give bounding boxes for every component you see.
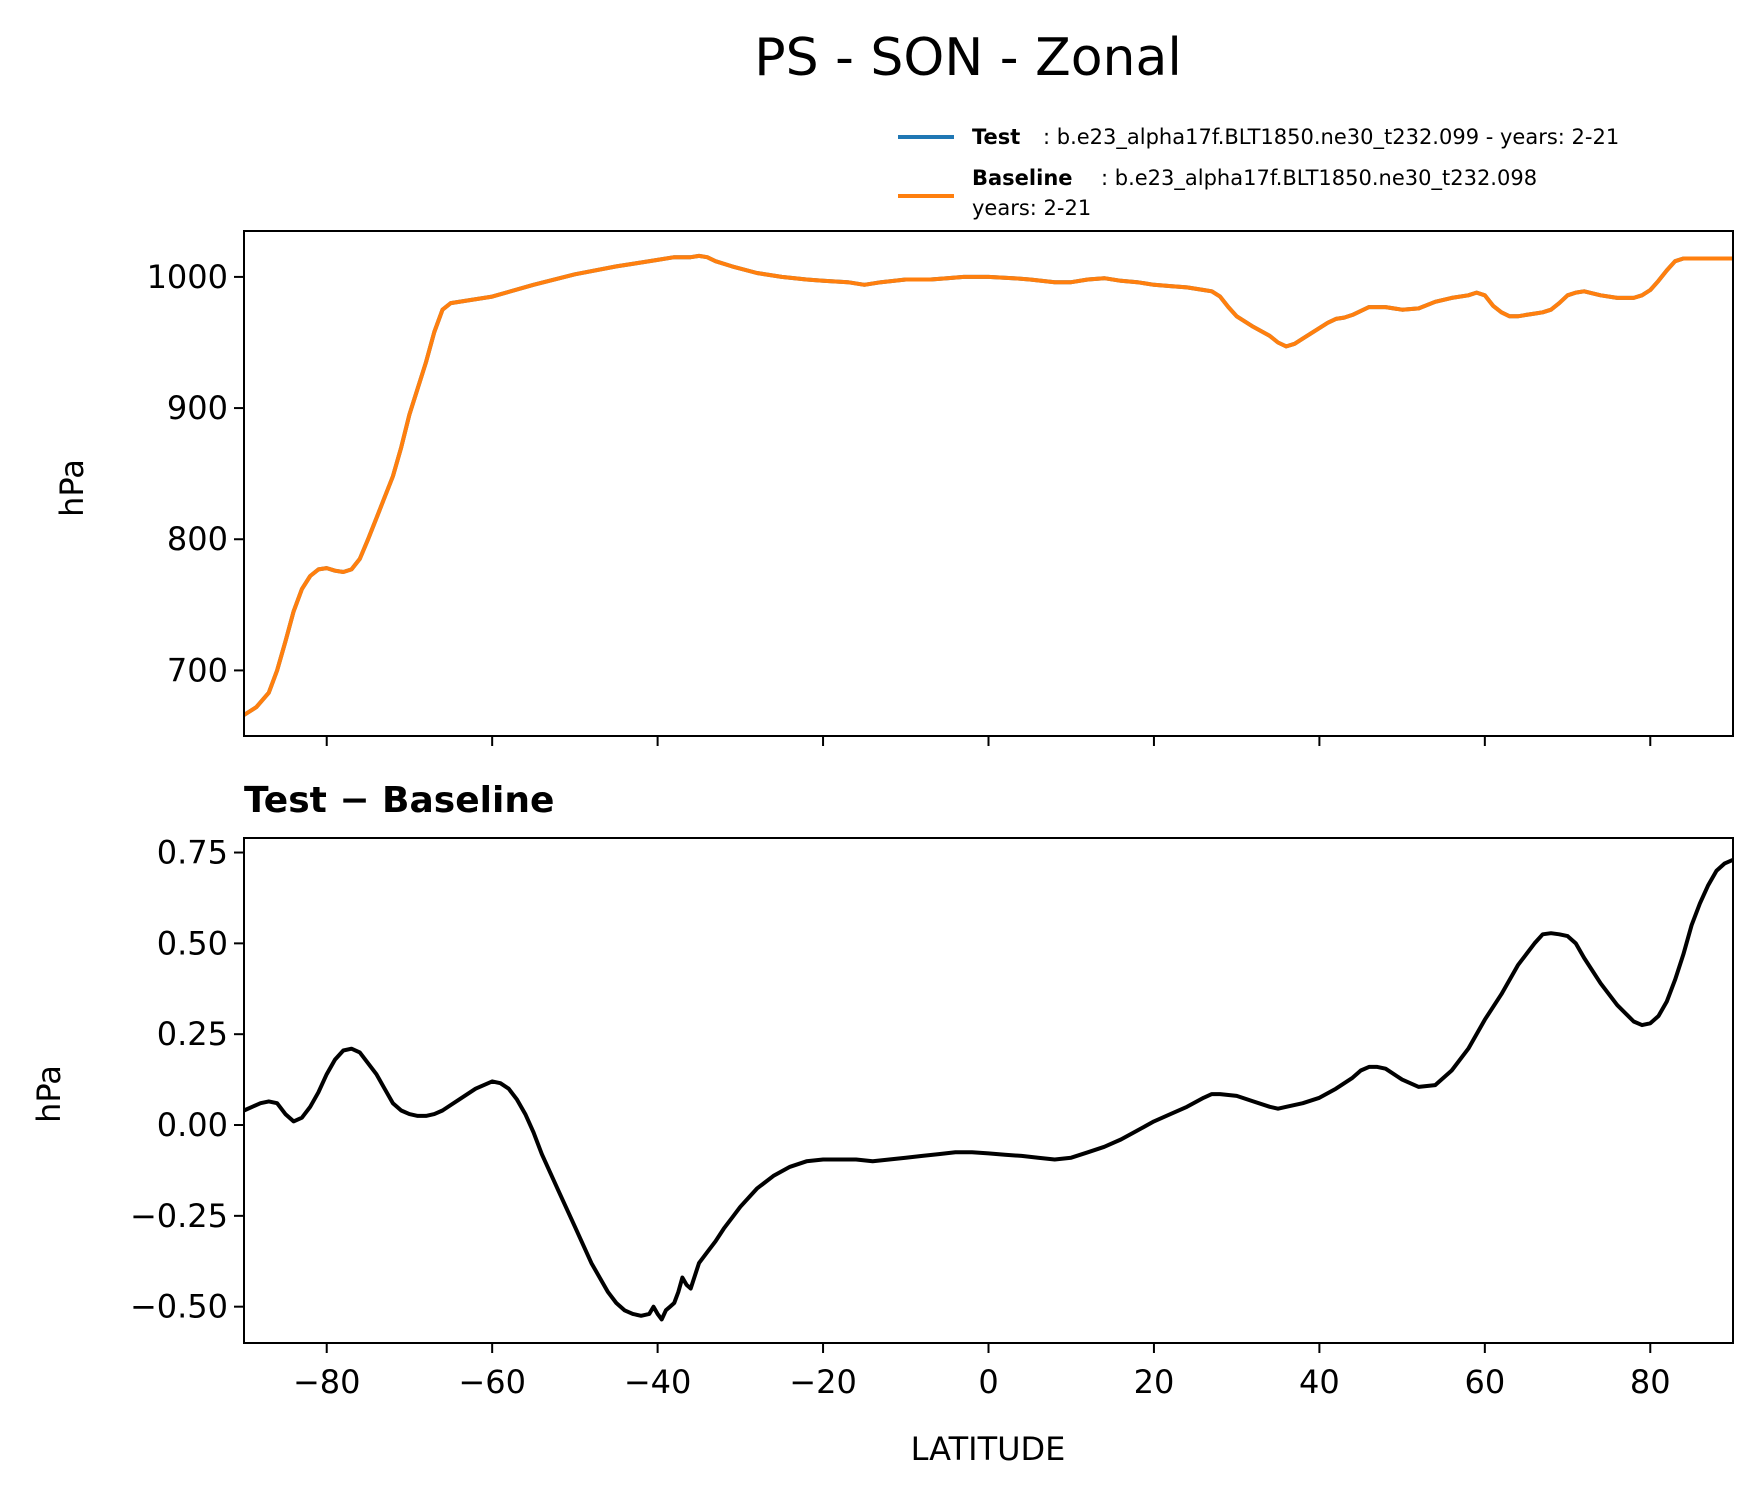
top-x-ticks bbox=[325, 736, 1652, 746]
bottom-x-ticks: −80 −60 −40 −20 0 20 40 60 80 bbox=[293, 1343, 1671, 1401]
y-tick-label: 1000 bbox=[147, 258, 228, 296]
x-tick-label: 60 bbox=[1464, 1363, 1505, 1401]
x-tick-label: −80 bbox=[293, 1363, 361, 1401]
y-tick-label: −0.25 bbox=[130, 1197, 228, 1235]
series-line-baseline bbox=[242, 253, 1733, 717]
figure-title: PS - SON - Zonal bbox=[754, 28, 1182, 88]
top-y-axis-label: hPa bbox=[53, 459, 91, 517]
legend-baseline-label-bold: Baseline bbox=[972, 166, 1073, 190]
x-tick-label: −20 bbox=[789, 1363, 857, 1401]
y-tick-label: −0.50 bbox=[130, 1288, 228, 1326]
top-panel: 700 800 900 1000 hPa bbox=[53, 230, 1734, 746]
bottom-panel-title: Test − Baseline bbox=[244, 780, 554, 821]
x-tick-label: 0 bbox=[978, 1363, 998, 1401]
y-tick-label: 700 bbox=[167, 651, 228, 689]
bottom-series-lines bbox=[243, 857, 1734, 1322]
bottom-axes-frame bbox=[243, 837, 1734, 1344]
legend: Test : b.e23_alpha17f.BLT1850.ne30_t232.… bbox=[898, 125, 1619, 220]
legend-baseline-label-text2: years: 2-21 bbox=[972, 196, 1091, 220]
bottom-y-ticks: −0.50 −0.25 0.00 0.25 0.50 0.75 bbox=[130, 834, 244, 1326]
difference-line bbox=[243, 857, 1734, 1322]
y-tick-label: 0.00 bbox=[157, 1106, 228, 1144]
x-axis-label: LATITUDE bbox=[911, 1430, 1066, 1468]
x-tick-label: 40 bbox=[1299, 1363, 1340, 1401]
y-tick-label: 0.75 bbox=[157, 834, 228, 872]
y-tick-label: 900 bbox=[167, 389, 228, 427]
bottom-y-axis-label: hPa bbox=[30, 1065, 68, 1123]
x-tick-label: 80 bbox=[1630, 1363, 1671, 1401]
legend-baseline-label-text: : b.e23_alpha17f.BLT1850.ne30_t232.098 bbox=[1101, 166, 1537, 191]
legend-test-label-bold: Test bbox=[972, 125, 1020, 149]
top-y-ticks: 700 800 900 1000 bbox=[147, 258, 244, 689]
bottom-panel: Test − Baseline −0.50 −0.25 0.00 0.25 0.50 0.… bbox=[30, 780, 1734, 1468]
x-tick-label: −60 bbox=[458, 1363, 526, 1401]
x-tick-label: 20 bbox=[1134, 1363, 1175, 1401]
series-line-test bbox=[242, 253, 1733, 717]
top-axes-frame bbox=[243, 230, 1734, 737]
y-tick-label: 800 bbox=[167, 520, 228, 558]
top-series-lines bbox=[242, 253, 1733, 717]
y-tick-label: 0.50 bbox=[157, 924, 228, 962]
y-tick-label: 0.25 bbox=[157, 1015, 228, 1053]
legend-test-label-text: : b.e23_alpha17f.BLT1850.ne30_t232.099 -… bbox=[1043, 125, 1619, 150]
x-tick-label: −40 bbox=[624, 1363, 692, 1401]
